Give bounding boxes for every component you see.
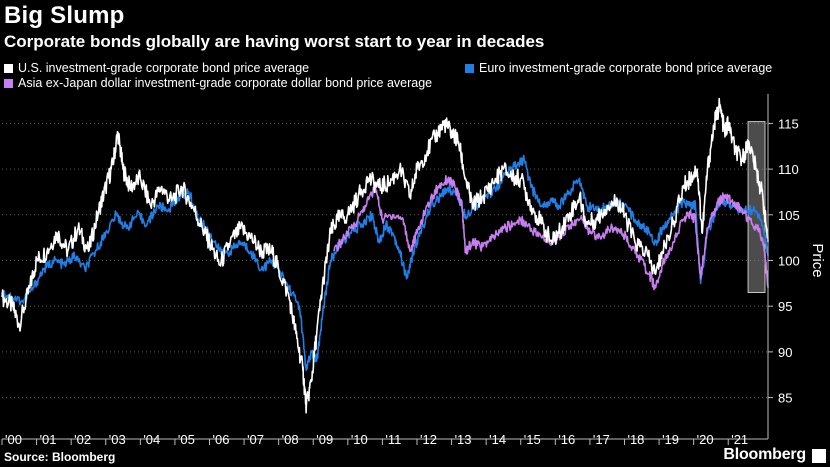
x-tick-label-8: '08 [282, 432, 299, 447]
y-tick-label-85: 85 [778, 391, 792, 406]
euro-series-line [1, 154, 769, 371]
x-tick-label-4: '04 [143, 432, 160, 447]
legend-item-us: U.S. investment-grade corporate bond pri… [4, 61, 309, 75]
x-tick-label-5: '05 [178, 432, 195, 447]
x-tick-label-18: '18 [627, 432, 644, 447]
legend-swatch-us [4, 63, 13, 73]
legend-item-euro: Euro investment-grade corporate bond pri… [465, 61, 772, 75]
x-tick-label-11: '11 [385, 432, 401, 447]
y-tick-label-115: 115 [778, 116, 799, 131]
chart-title: Big Slump [4, 2, 125, 29]
x-tick-label-19: '19 [662, 432, 679, 447]
y-tick-label-100: 100 [778, 254, 800, 269]
legend-label-asia: Asia ex-Japan dollar investment-grade co… [18, 76, 433, 90]
legend-item-asia: Asia ex-Japan dollar investment-grade co… [4, 76, 432, 90]
source-note: Source: Bloomberg [4, 450, 116, 464]
series-lines [1, 97, 769, 414]
chart-subtitle: Corporate bonds globally are having wors… [4, 32, 545, 51]
legend-swatch-euro [465, 63, 474, 73]
y-tick-label-90: 90 [778, 345, 792, 360]
x-tick-label-14: '14 [489, 432, 506, 447]
legend-swatch-asia [4, 78, 13, 88]
y-tick-label-105: 105 [778, 208, 800, 223]
y-axis-label: Price [809, 243, 826, 277]
x-tick-label-20: '20 [697, 432, 714, 447]
x-tick-label-13: '13 [455, 432, 472, 447]
x-tick-label-16: '16 [558, 432, 575, 447]
axes: 85 90 95 100 105 110 115 Price '00 '01 '02 '03 '04 '0… [1, 94, 826, 447]
x-tick-label-15: '15 [524, 432, 541, 447]
x-tick-label-17: '17 [593, 432, 610, 447]
x-tick-label-6: '06 [212, 432, 229, 447]
x-tick-label-9: '09 [316, 432, 333, 447]
x-tick-label-7: '07 [247, 432, 264, 447]
x-tick-label-2: '02 [74, 432, 91, 447]
y-tick-label-95: 95 [778, 299, 792, 314]
x-tick-label-0: '00 [5, 432, 22, 447]
legend-label-us: U.S. investment-grade corporate bond pri… [18, 61, 310, 75]
legend-label-euro: Euro investment-grade corporate bond pri… [479, 61, 773, 75]
us-series-line [1, 97, 769, 414]
x-tick-label-21: '21 [731, 432, 748, 447]
brand-logo-text: Bloomberg [723, 446, 806, 463]
x-tick-label-10: '10 [351, 432, 368, 447]
chart-logo-icon [812, 449, 826, 463]
x-tick-label-1: '01 [40, 432, 57, 447]
x-tick-label-3: '03 [109, 432, 126, 447]
x-tick-label-12: '12 [420, 432, 437, 447]
y-tick-label-110: 110 [778, 162, 799, 177]
grid-lines [2, 122, 768, 399]
